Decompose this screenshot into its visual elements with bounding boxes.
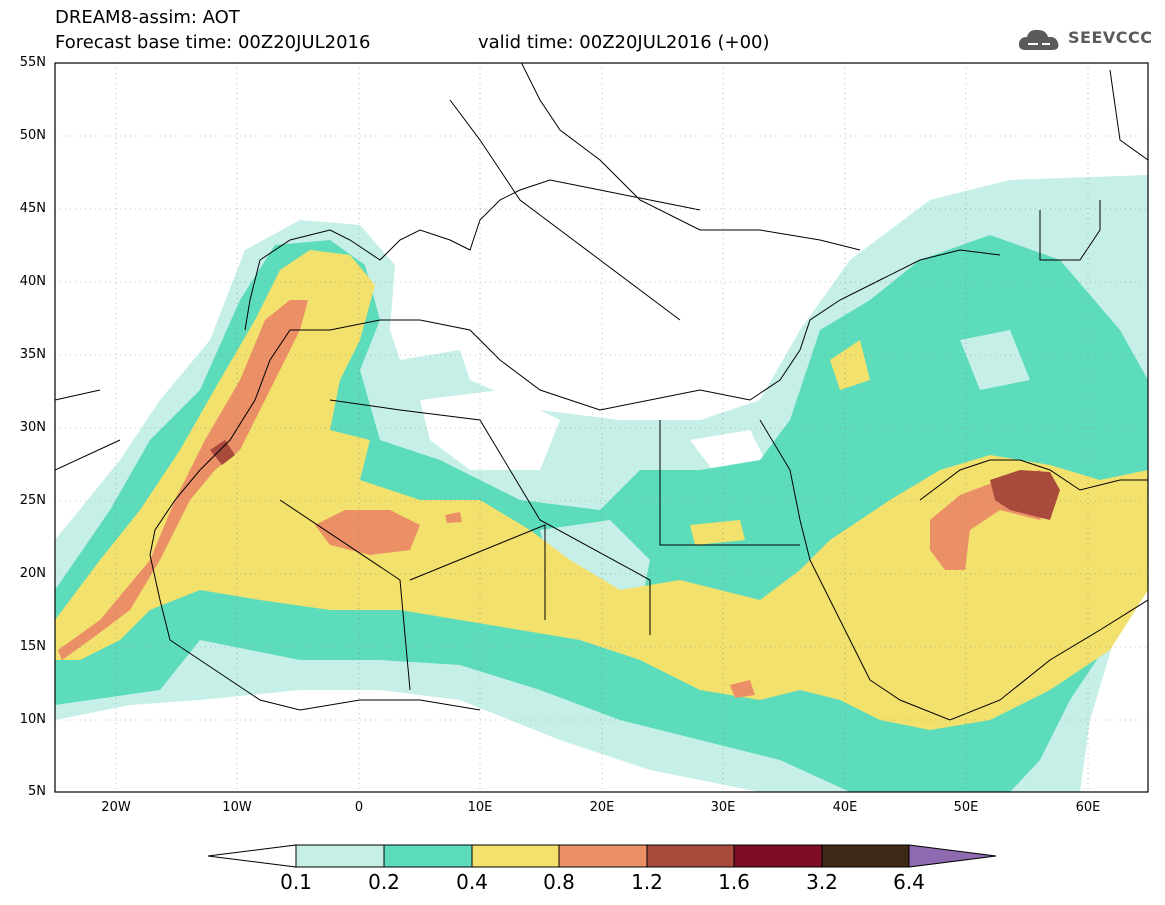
logo-text: SEEVCCC (1068, 28, 1153, 47)
lon-label: 20E (589, 800, 615, 815)
lat-label: 50N (19, 128, 46, 143)
coastlines (55, 63, 1148, 721)
lon-label: 50E (953, 800, 979, 815)
lon-label: 10W (222, 800, 252, 815)
lon-label: 40E (832, 800, 858, 815)
title-base-time: Forecast base time: 00Z20JUL2016 (55, 32, 371, 53)
colorbar (207, 844, 997, 868)
aot-band-0-8 (58, 300, 308, 660)
colorbar-label: 0.8 (543, 870, 575, 894)
lat-label: 45N (19, 201, 46, 216)
colorbar-label: 0.4 (456, 870, 488, 894)
lat-label: 5N (28, 784, 46, 799)
lon-label: 0 (354, 800, 364, 815)
colorbar-label: 0.1 (280, 870, 312, 894)
cloud-logo-icon (1018, 29, 1059, 50)
colorbar-label: 3.2 (806, 870, 838, 894)
lat-label: 55N (19, 55, 46, 70)
aot-band-0-4 (55, 250, 1148, 730)
lat-label: 30N (19, 420, 46, 435)
title-valid-time: valid time: 00Z20JUL2016 (+00) (478, 32, 770, 53)
colorbar-label: 1.2 (631, 870, 663, 894)
title-line-1: DREAM8-assim: AOT (55, 7, 240, 28)
aot-band-1-2 (990, 470, 1060, 520)
colorbar-label: 0.2 (368, 870, 400, 894)
graticule (55, 63, 1148, 792)
lat-label: 10N (19, 712, 46, 727)
lat-label: 35N (19, 347, 46, 362)
lon-label: 30E (710, 800, 736, 815)
lat-label: 20N (19, 566, 46, 581)
aot-fields (55, 63, 1148, 792)
lat-label: 25N (19, 493, 46, 508)
colorbar-label: 6.4 (893, 870, 925, 894)
lon-label: 60E (1075, 800, 1101, 815)
lat-label: 40N (19, 274, 46, 289)
lon-label: 20W (101, 800, 131, 815)
seevccc-logo: SEEVCCC (1016, 24, 1156, 56)
lon-label: 10E (467, 800, 493, 815)
colorbar-label: 1.6 (718, 870, 750, 894)
lat-label: 15N (19, 639, 46, 654)
